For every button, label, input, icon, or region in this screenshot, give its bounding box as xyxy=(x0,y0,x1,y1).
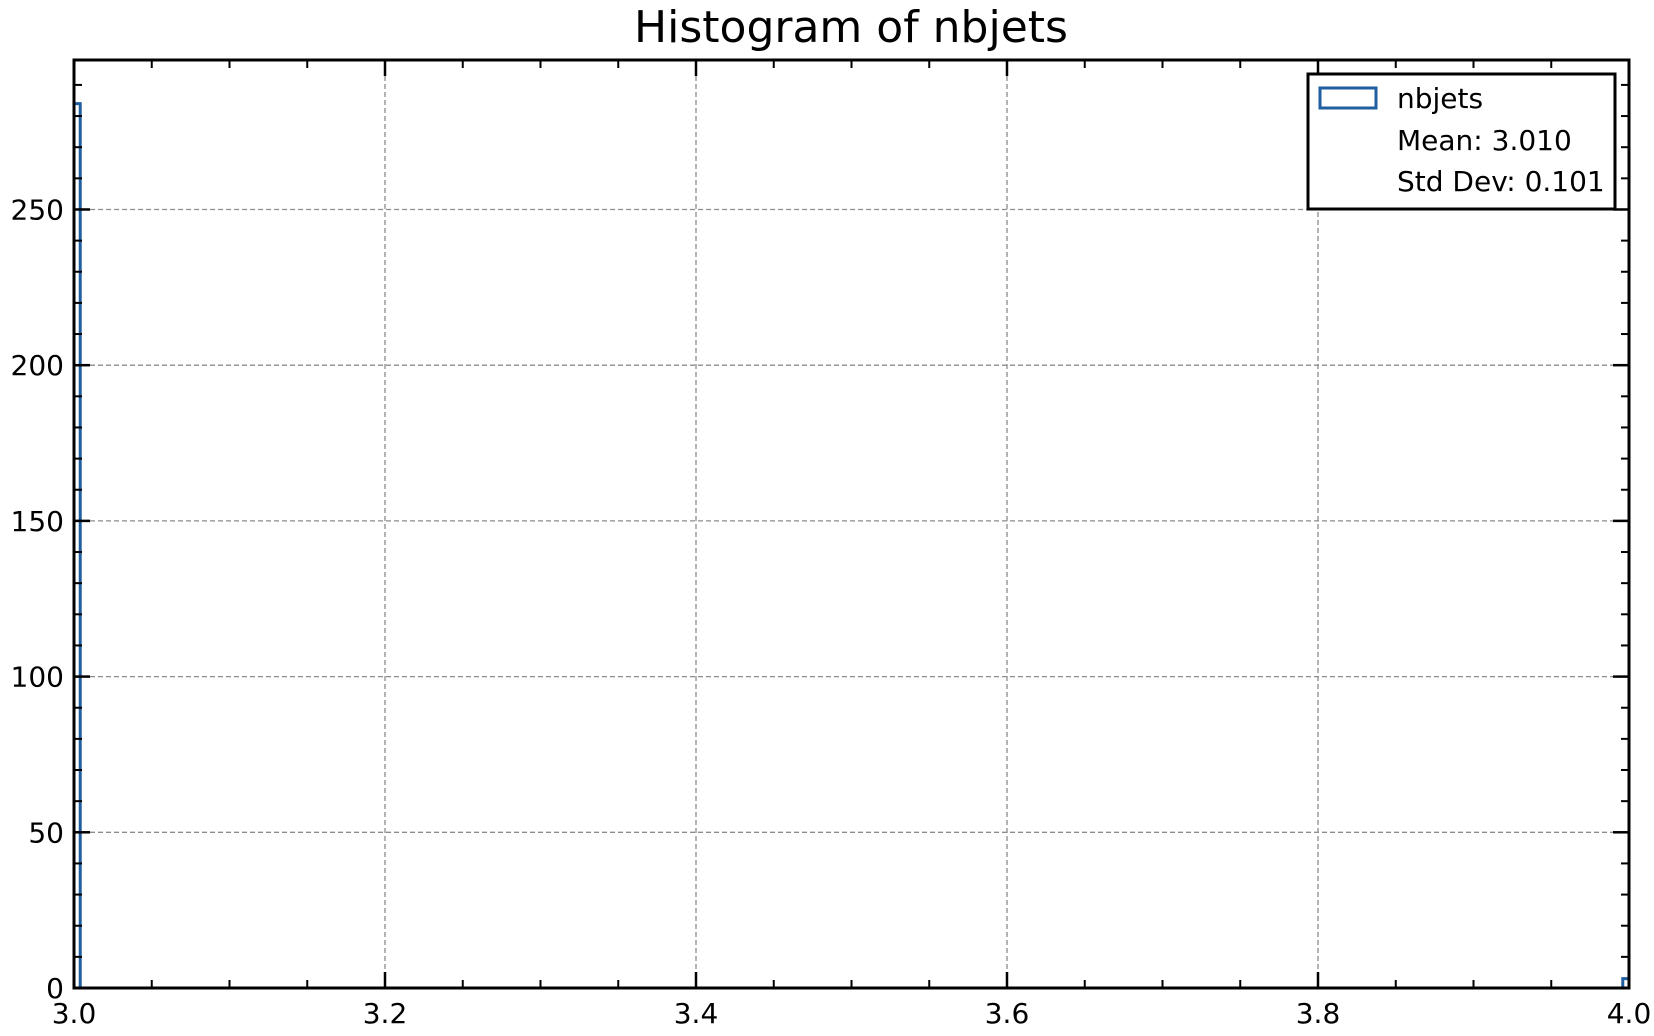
legend: nbjets Mean: 3.010 Std Dev: 0.101 xyxy=(1306,72,1617,211)
legend-box xyxy=(1306,72,1617,211)
legend-series-label: nbjets xyxy=(1397,82,1483,115)
y-tick-label: 150 xyxy=(11,505,64,538)
x-tick-label: 3.2 xyxy=(363,997,408,1030)
x-tick-label: 3.8 xyxy=(1296,997,1341,1030)
grid-lines xyxy=(74,60,1629,988)
x-tick-label: 3.6 xyxy=(985,997,1030,1030)
y-tick-label: 50 xyxy=(28,816,64,849)
legend-mean: Mean: 3.010 xyxy=(1397,124,1572,157)
x-tick-label: 4.0 xyxy=(1607,997,1652,1030)
x-tick-label: 3.0 xyxy=(52,997,97,1030)
chart-title: Histogram of nbjets xyxy=(634,2,1068,53)
y-tick-label: 250 xyxy=(11,193,64,226)
y-tick-label: 0 xyxy=(46,972,64,1005)
histogram-bars xyxy=(72,102,1631,988)
y-tick-label: 200 xyxy=(11,349,64,382)
legend-std-dev: Std Dev: 0.101 xyxy=(1397,165,1605,198)
y-tick-label: 100 xyxy=(11,661,64,694)
legend-swatch xyxy=(1318,86,1378,110)
axes: 3.0 3.2 3.4 3.6 3.8 4.0 0 50 100 150 200 250 xyxy=(11,58,1652,1030)
x-tick-label: 3.4 xyxy=(674,997,719,1030)
